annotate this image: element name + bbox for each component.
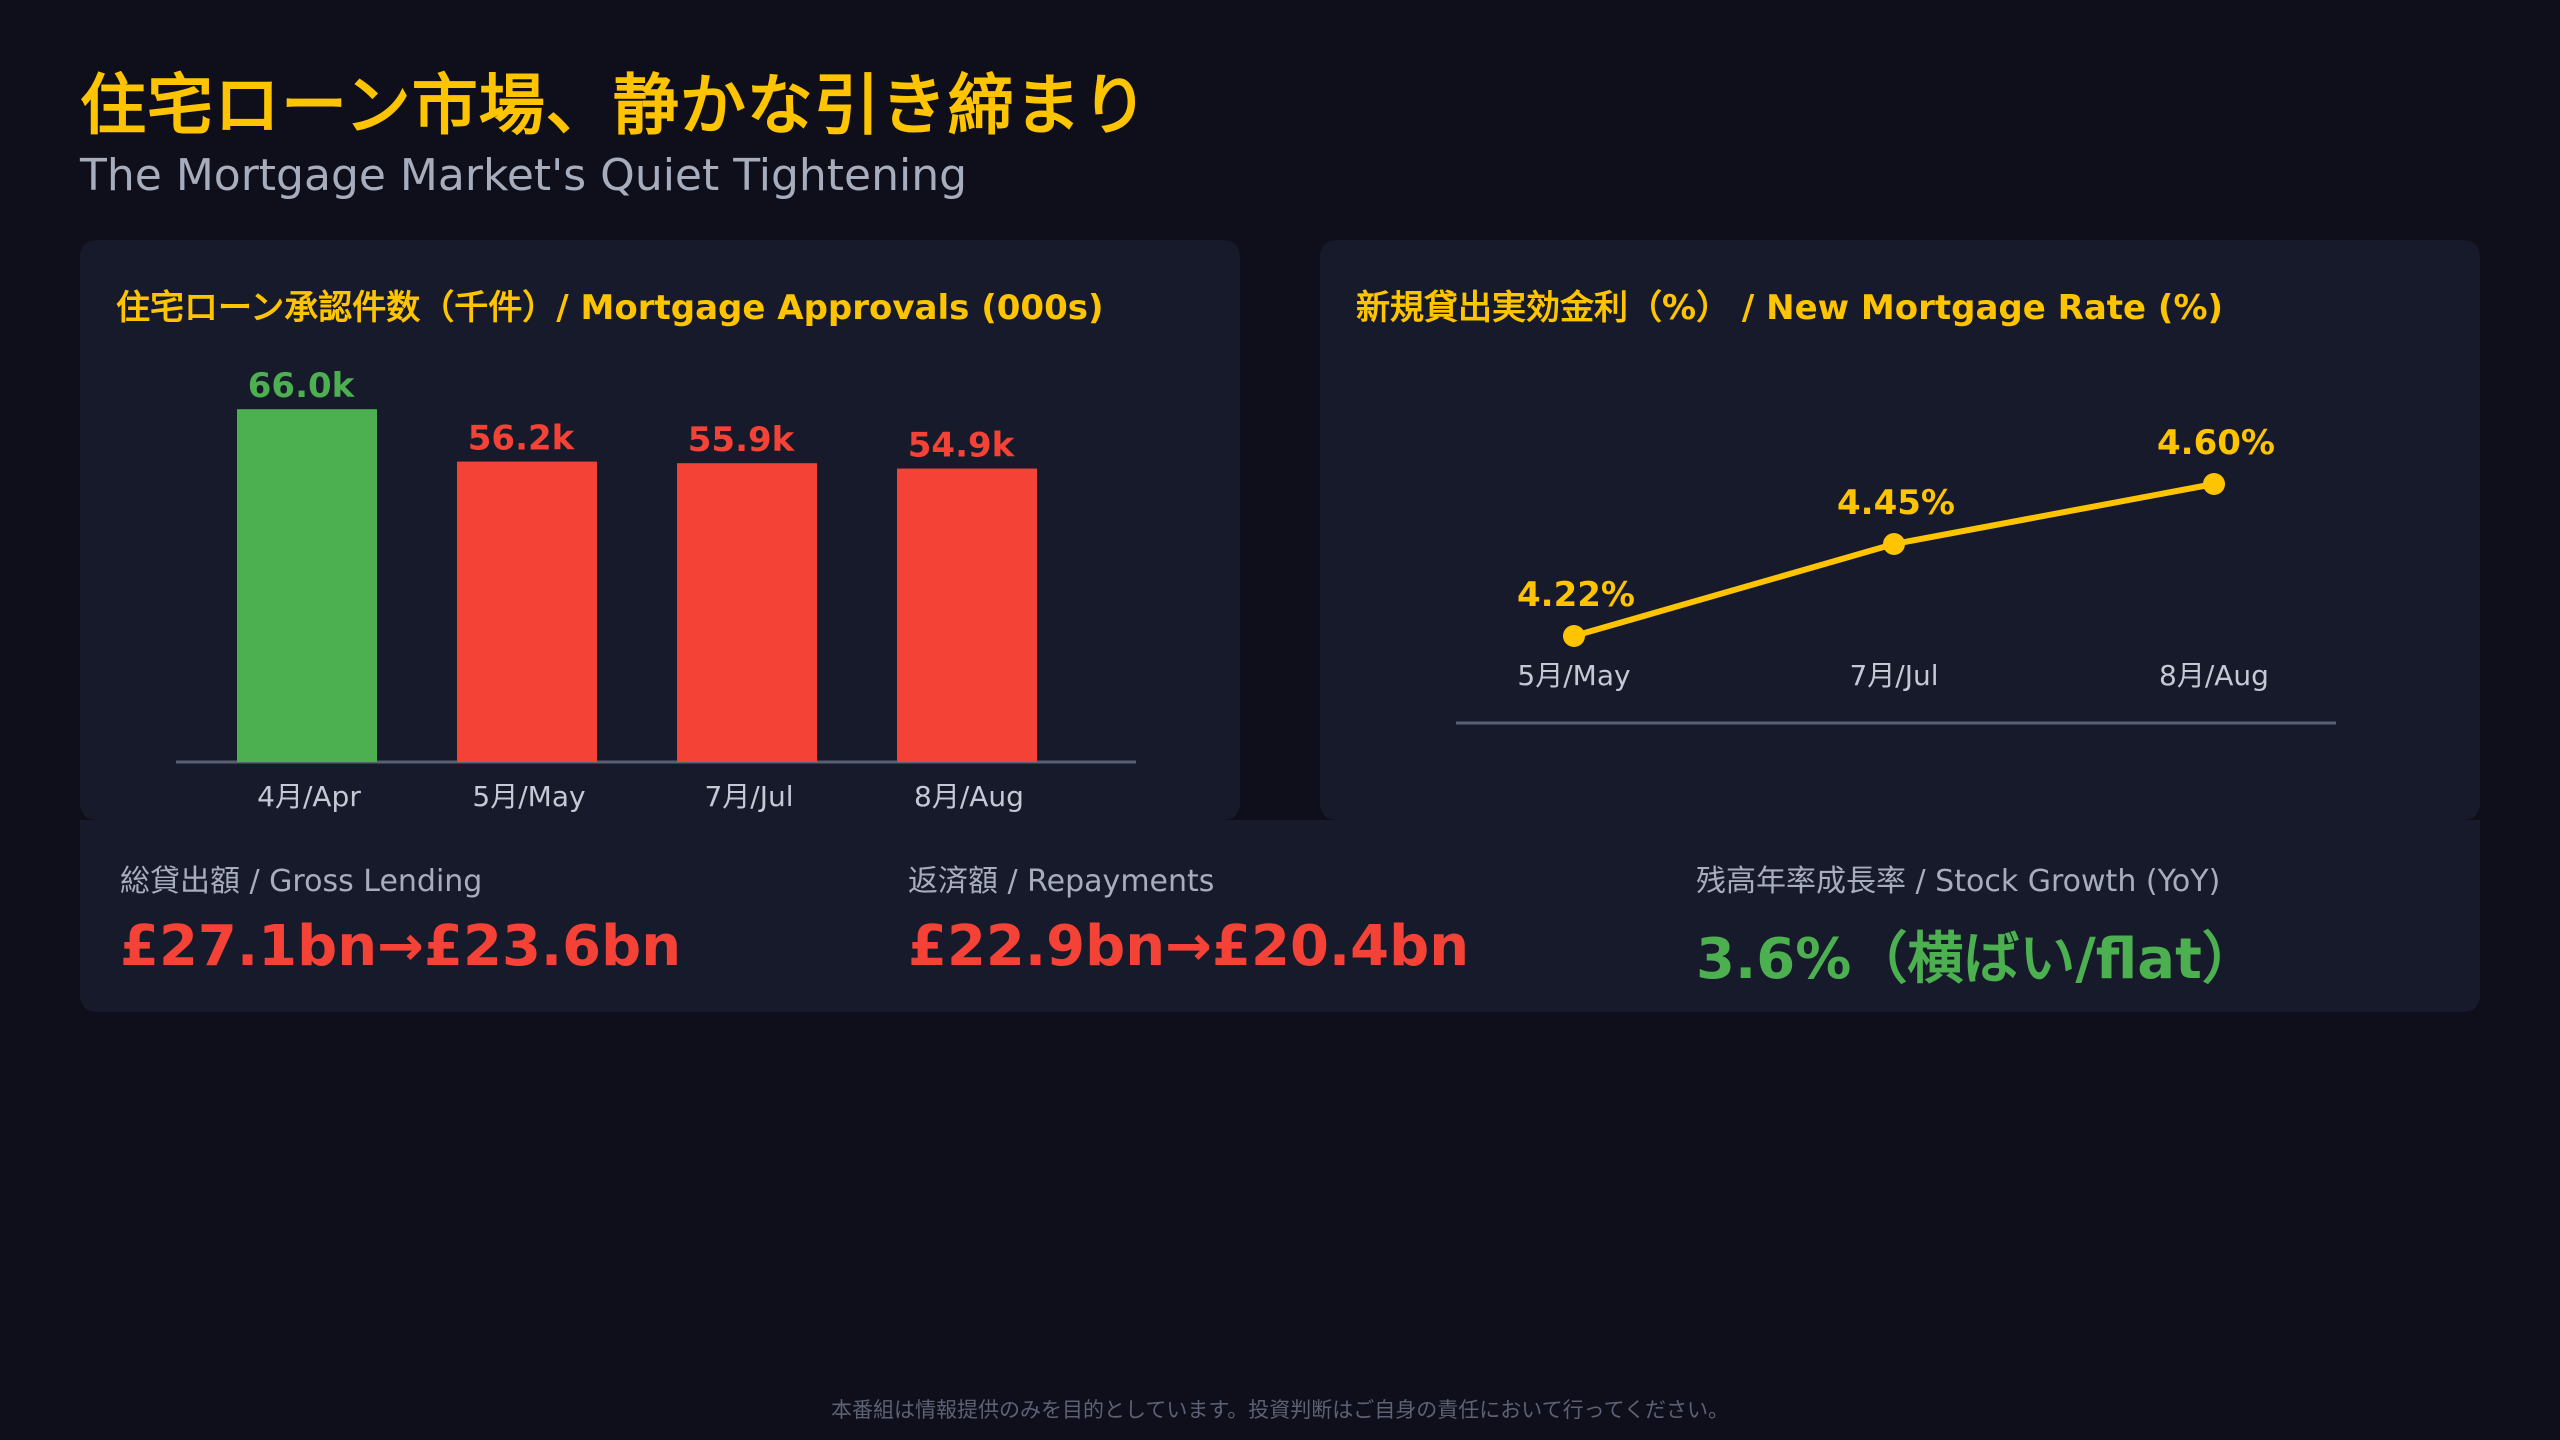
disclaimer: 本番組は情報提供のみを目的としています。投資判断はご自身の責任において行ってくだ… (831, 1398, 1729, 1422)
point-data-label: 4.22% (1517, 575, 1635, 615)
bar (677, 463, 817, 762)
line-point (2203, 473, 2225, 495)
rate-chart-title: 新規貸出実効金利（%） / New Mortgage Rate (%) (1356, 288, 2224, 328)
line-point (1883, 533, 1905, 555)
rate-line-chart: 4.22% 5月/May 4.45% 7月/Jul 4.60% 8月/Aug (1456, 423, 2336, 725)
x-tick-label: 7月/Jul (704, 780, 793, 813)
page-title: 住宅ローン市場、静かな引き締まり (80, 67, 1149, 144)
x-tick-label: 5月/May (1517, 659, 1630, 692)
bar-data-label: 55.9k (688, 420, 796, 460)
stat-value: 3.6%（横ばい/flat） (1696, 927, 2258, 992)
bar-data-label: 56.2k (468, 419, 576, 459)
line-point (1563, 625, 1585, 647)
approvals-bar-chart: 66.0k 4月/Apr 56.2k 5月/May 55.9k 7月/Jul 54.9k 8月… (176, 366, 1136, 813)
stat-value: £22.9bn→£20.4bn (908, 914, 1470, 979)
stats-panel (80, 820, 2480, 1012)
bar-data-label: 54.9k (908, 426, 1016, 466)
stat-label: 返済額 / Repayments (908, 864, 1215, 899)
x-tick-label: 7月/Jul (1849, 659, 1938, 692)
approvals-chart-title: 住宅ローン承認件数（千件）/ Mortgage Approvals (000s) (116, 288, 1104, 328)
stat-label: 総貸出額 / Gross Lending (120, 864, 483, 899)
page-subtitle: The Mortgage Market's Quiet Tightening (80, 150, 968, 201)
x-tick-label: 5月/May (472, 780, 585, 813)
x-tick-label: 4月/Apr (257, 780, 361, 813)
point-data-label: 4.60% (2157, 423, 2275, 463)
x-tick-label: 8月/Aug (914, 780, 1024, 813)
stat-value: £27.1bn→£23.6bn (120, 914, 682, 979)
stat-stock-growth: 残高年率成長率 / Stock Growth (YoY) 3.6%（横ばい/fl… (1696, 856, 2258, 995)
bar-data-label: 66.0k (248, 366, 356, 406)
stat-label: 残高年率成長率 / Stock Growth (YoY) (1696, 864, 2221, 899)
stat-gross-lending: 総貸出額 / Gross Lending £27.1bn→£23.6bn (120, 856, 681, 979)
x-tick-label: 8月/Aug (2159, 659, 2269, 692)
bar (237, 409, 377, 762)
stat-repayments: 返済額 / Repayments £22.9bn→£20.4bn (908, 856, 1469, 979)
point-data-label: 4.45% (1837, 483, 1955, 523)
bar (457, 461, 597, 762)
bar (897, 468, 1037, 762)
